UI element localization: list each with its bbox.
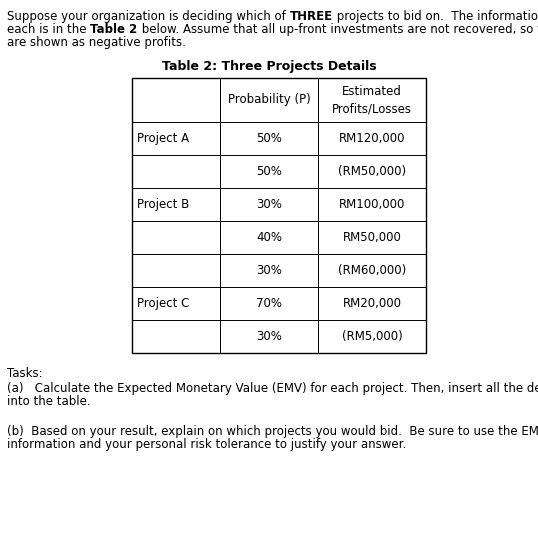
- Text: (a)   Calculate the Expected Monetary Value (EMV) for each project. Then, insert: (a) Calculate the Expected Monetary Valu…: [7, 382, 538, 395]
- Text: 50%: 50%: [256, 132, 282, 145]
- Text: RM120,000: RM120,000: [339, 132, 405, 145]
- Text: 30%: 30%: [256, 198, 282, 211]
- Text: Table 2: Three Projects Details: Table 2: Three Projects Details: [162, 60, 376, 73]
- Text: THREE: THREE: [289, 10, 332, 23]
- Text: Probability (P): Probability (P): [228, 94, 310, 107]
- Text: 30%: 30%: [256, 330, 282, 343]
- Text: (RM50,000): (RM50,000): [338, 165, 406, 178]
- Text: (b)  Based on your result, explain on which projects you would bid.  Be sure to : (b) Based on your result, explain on whi…: [7, 425, 538, 438]
- Text: Project A: Project A: [137, 132, 189, 145]
- Text: 70%: 70%: [256, 297, 282, 310]
- Text: are shown as negative profits.: are shown as negative profits.: [7, 36, 186, 49]
- Text: RM20,000: RM20,000: [343, 297, 401, 310]
- Text: Project B: Project B: [137, 198, 189, 211]
- Text: each is in the: each is in the: [7, 23, 90, 36]
- Text: RM100,000: RM100,000: [339, 198, 405, 211]
- Bar: [132, 78, 426, 353]
- Text: 30%: 30%: [256, 264, 282, 277]
- Text: RM50,000: RM50,000: [343, 231, 401, 244]
- Text: 40%: 40%: [256, 231, 282, 244]
- Text: Suppose your organization is deciding which of: Suppose your organization is deciding wh…: [7, 10, 289, 23]
- Text: below. Assume that all up-front investments are not recovered, so they: below. Assume that all up-front investme…: [138, 23, 538, 36]
- Text: Project C: Project C: [137, 297, 189, 310]
- Text: into the table.: into the table.: [7, 395, 90, 408]
- Text: Tasks:: Tasks:: [7, 367, 43, 380]
- Text: projects to bid on.  The information or: projects to bid on. The information or: [332, 10, 538, 23]
- Text: 50%: 50%: [256, 165, 282, 178]
- Text: (RM5,000): (RM5,000): [342, 330, 402, 343]
- Text: information and your personal risk tolerance to justify your answer.: information and your personal risk toler…: [7, 438, 406, 451]
- Text: (RM60,000): (RM60,000): [338, 264, 406, 277]
- Text: Estimated
Profits/Losses: Estimated Profits/Losses: [332, 85, 412, 115]
- Text: Table 2: Table 2: [90, 23, 138, 36]
